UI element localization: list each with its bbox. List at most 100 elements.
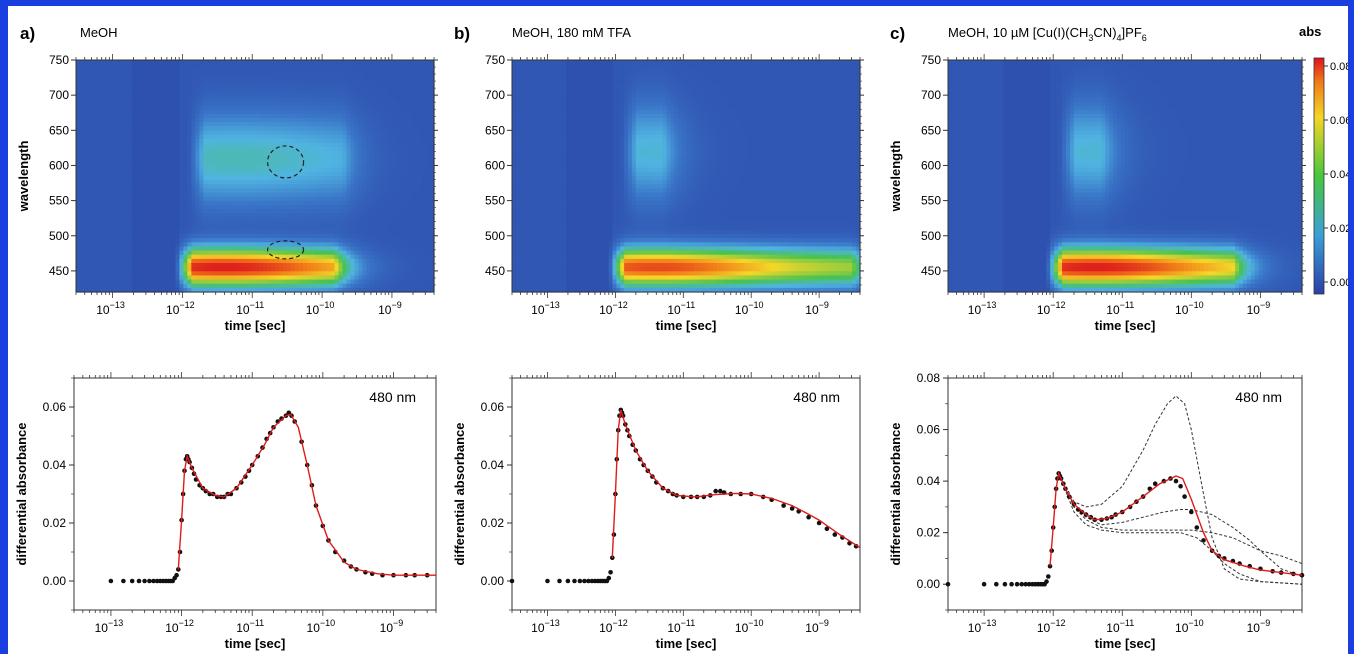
heatmap-cell: [251, 283, 256, 289]
heatmap-cell: [338, 221, 344, 227]
heatmap-cell: [143, 196, 149, 202]
heatmap-cell: [87, 118, 93, 123]
heatmap-cell: [386, 122, 391, 127]
heatmap-cell: [290, 196, 296, 202]
heatmap-cell: [374, 84, 379, 90]
heatmap-cell: [111, 122, 117, 127]
heatmap-cell: [167, 167, 173, 173]
heatmap-cell: [199, 180, 204, 185]
heatmap-cell: [107, 130, 113, 136]
heatmap-cell: [115, 209, 121, 214]
heatmap-cell: [79, 138, 85, 144]
heatmap-cell: [191, 192, 196, 198]
heatmap-cell: [231, 263, 236, 268]
heatmap-cell: [227, 196, 232, 202]
heatmap-cell: [235, 93, 240, 98]
heatmap-cell: [362, 275, 367, 281]
heatmap-cell: [350, 167, 356, 173]
heatmap-cell: [390, 105, 395, 111]
heatmap-cell: [342, 97, 348, 103]
heatmap-cell: [406, 180, 411, 185]
heatmap-cell: [334, 246, 340, 252]
heatmap-cell: [231, 122, 236, 127]
heatmap-cell: [318, 238, 324, 243]
heatmap-cell: [366, 217, 371, 223]
heatmap-cell: [127, 109, 133, 115]
heatmap-cell: [322, 64, 328, 69]
heatmap-cell: [270, 155, 276, 161]
heatmap-cell: [334, 151, 340, 156]
heatmap-cell: [414, 118, 419, 123]
heatmap-cell: [215, 72, 220, 78]
heatmap-cell: [87, 72, 93, 78]
heatmap-cell: [334, 163, 340, 169]
heatmap-cell: [406, 101, 411, 107]
heatmap-cell: [334, 254, 340, 260]
heatmap-cell: [378, 196, 383, 202]
heatmap-cell: [127, 263, 133, 268]
heatmap-cell: [378, 130, 383, 136]
heatmap-cell: [163, 242, 169, 248]
heatmap-cell: [155, 275, 161, 281]
heatmap-cell: [247, 97, 252, 103]
heatmap-cell: [342, 130, 348, 136]
heatmap-cell: [239, 263, 244, 268]
heatmap-cell: [278, 64, 284, 69]
heatmap-cell: [406, 225, 411, 231]
heatmap-cell: [374, 105, 379, 111]
heatmap-cell: [278, 126, 284, 132]
heatmap-cell: [87, 271, 93, 277]
heatmap-cell: [318, 180, 324, 185]
heatmap-cell: [243, 126, 248, 132]
heatmap-cell: [191, 254, 196, 260]
heatmap-cell: [139, 229, 145, 235]
heatmap-cell: [270, 267, 276, 272]
heatmap-cell: [354, 267, 360, 272]
heatmap-cell: [330, 275, 336, 281]
heatmap-cell: [282, 142, 288, 148]
heatmap-cell: [362, 118, 367, 123]
heatmap-cell: [95, 263, 101, 268]
heatmap-cell: [119, 221, 125, 227]
heatmap-cell: [91, 76, 97, 82]
heatmap-cell: [298, 64, 304, 69]
heatmap-cell: [135, 105, 141, 111]
heatmap-cell: [306, 250, 312, 256]
heatmap-cell: [183, 134, 188, 140]
heatmap-cell: [76, 275, 81, 281]
heatmap-cell: [266, 225, 272, 231]
heatmap-cell: [278, 188, 284, 194]
heatmap-cell: [382, 167, 387, 173]
heatmap-cell: [414, 113, 419, 119]
heatmap-cell: [382, 205, 387, 210]
heatmap-cell: [219, 159, 224, 165]
heatmap-cell: [175, 118, 181, 123]
heatmap-cell: [103, 279, 109, 285]
heatmap-cell: [143, 118, 149, 123]
heatmap-cell: [390, 155, 395, 161]
heatmap-cell: [278, 171, 284, 177]
heatmap-cell: [115, 76, 121, 82]
heatmap-cell: [95, 163, 101, 169]
heatmap-cell: [243, 171, 248, 177]
heatmap-cell: [318, 130, 324, 136]
heatmap-cell: [79, 263, 85, 268]
heatmap-cell: [338, 271, 344, 277]
heatmap-cell: [231, 60, 236, 65]
heatmap-cell: [410, 122, 415, 127]
heatmap-cell: [223, 176, 228, 181]
heatmap-cell: [302, 126, 308, 132]
heatmap-cell: [358, 72, 363, 78]
heatmap-cell: [422, 200, 427, 206]
heatmap-cell: [334, 101, 340, 107]
heatmap-cell: [199, 159, 204, 165]
heatmap-cell: [394, 192, 399, 198]
heatmap-cell: [330, 271, 336, 277]
heatmap-cell: [131, 192, 137, 198]
heatmap-cell: [378, 263, 383, 268]
heatmap-cell: [370, 89, 375, 94]
heatmap-cell: [163, 163, 169, 169]
heatmap-cell: [322, 238, 328, 243]
heatmap-cell: [247, 155, 252, 161]
heatmap-cell: [274, 225, 280, 231]
